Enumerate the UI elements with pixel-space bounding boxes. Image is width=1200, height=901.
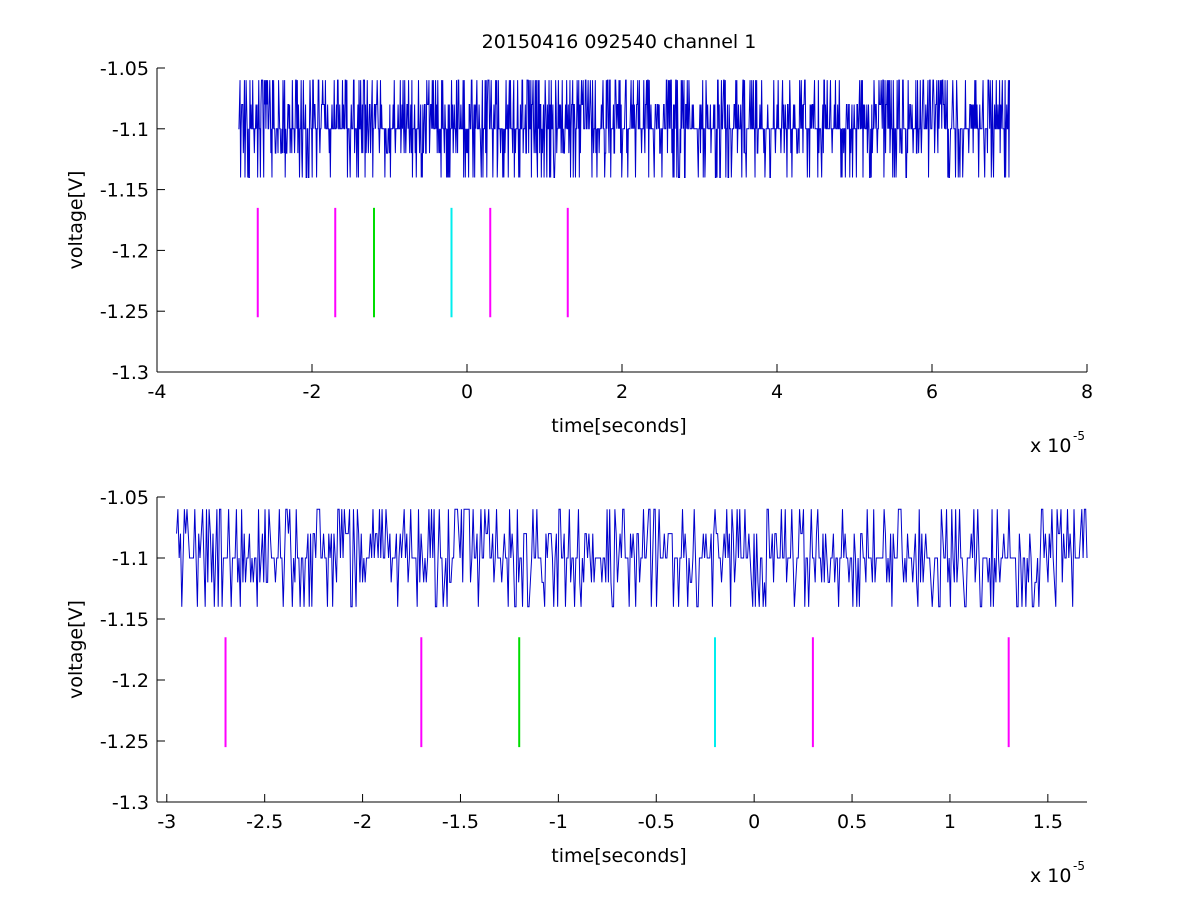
x-tick-label: 1.5 xyxy=(1033,811,1063,833)
x-tick-label: -2 xyxy=(303,381,322,403)
y-tick-label: -1.25 xyxy=(100,731,149,753)
y-tick-label: -1.3 xyxy=(112,792,149,814)
y-tick-label: -1.2 xyxy=(112,670,149,692)
top-plot: -4 -2 0 2 4 6 8 -1.05 -1.1 -1.15 -1.2 -1.25 -1.3 time… xyxy=(65,58,1093,457)
y-tick-label: -1.05 xyxy=(100,487,149,509)
x-tick-label: 1 xyxy=(944,811,956,833)
x-tick-label: -4 xyxy=(148,381,167,403)
x-tick-label: 0 xyxy=(748,811,760,833)
x-tick-label: 0 xyxy=(461,381,473,403)
y-tick-label: -1.15 xyxy=(100,609,149,631)
x-multiplier-label: x 10 xyxy=(1030,865,1071,887)
y-tick-label: -1.15 xyxy=(100,180,149,202)
x-axis-label: time[seconds] xyxy=(551,415,686,437)
x-tick-label: -1 xyxy=(549,811,568,833)
y-tick-label: -1.1 xyxy=(112,119,149,141)
x-tick-label: -3 xyxy=(157,811,176,833)
x-tick-label: 2 xyxy=(616,381,628,403)
x-tick-label: -0.5 xyxy=(638,811,675,833)
x-axis-label: time[seconds] xyxy=(551,845,686,867)
x-tick-label: 8 xyxy=(1081,381,1093,403)
y-tick-label: -1.1 xyxy=(112,548,149,570)
x-tick-label: 0.5 xyxy=(837,811,867,833)
y-tick-label: -1.3 xyxy=(112,362,149,384)
signal-trace xyxy=(176,508,1088,608)
y-tick-label: -1.2 xyxy=(112,240,149,262)
y-axis-label: voltage[V] xyxy=(65,171,87,270)
y-tick-label: -1.25 xyxy=(100,301,149,323)
x-tick-label: 6 xyxy=(926,381,938,403)
x-multiplier-exponent: -5 xyxy=(1073,859,1085,873)
x-multiplier-exponent: -5 xyxy=(1073,429,1085,443)
signal-trace xyxy=(238,79,1010,178)
bottom-plot: -3 -2.5 -2 -1.5 -1 -0.5 0 0.5 1 1.5 -1.05 -1.1 -1.15… xyxy=(65,487,1088,887)
y-axis-label: voltage[V] xyxy=(65,600,87,699)
x-tick-label: -1.5 xyxy=(442,811,479,833)
y-tick-label: -1.05 xyxy=(100,58,149,80)
x-tick-label: -2.5 xyxy=(246,811,283,833)
x-tick-label: -2 xyxy=(353,811,372,833)
x-tick-label: 4 xyxy=(771,381,783,403)
x-multiplier-label: x 10 xyxy=(1030,435,1071,457)
figure-title: 20150416 092540 channel 1 xyxy=(482,31,757,53)
